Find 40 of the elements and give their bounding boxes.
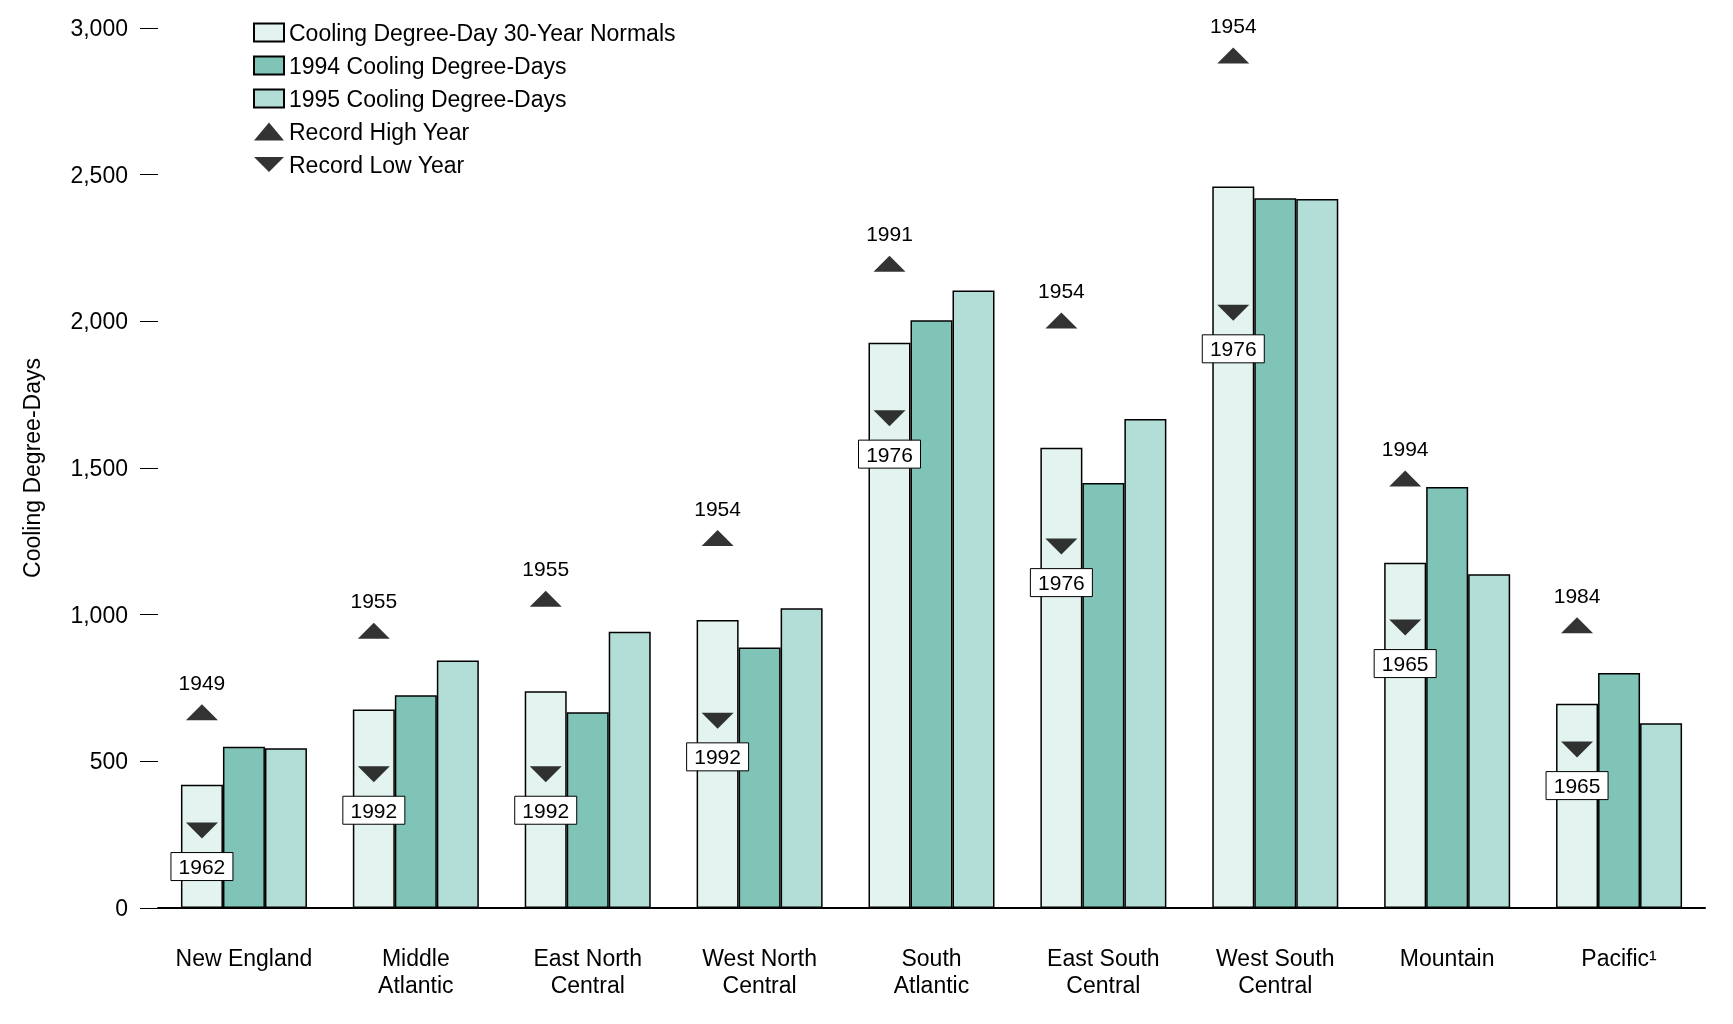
x-tick-label: South Atlantic [893, 944, 970, 998]
annotation: 1992 [350, 798, 398, 822]
x-tick-label: East South Central [1047, 944, 1160, 998]
x-tick-label: West North Central [702, 944, 817, 998]
legend-label: 1995 Cooling Degree-Days [289, 85, 567, 112]
x-tick-label: Middle Atlantic [378, 944, 454, 998]
y-tick-label: 0 [115, 895, 128, 921]
y-axis-title: Cooling Degree-Days [18, 358, 45, 578]
annotation: 1965 [1381, 652, 1429, 676]
annotation: 1954 [1038, 278, 1086, 302]
x-tick-label: East North Central [533, 944, 643, 998]
annotation: 1976 [866, 442, 913, 466]
legend-label: Record Low Year [289, 151, 465, 178]
x-tick-label: Pacific¹ [1581, 944, 1658, 971]
annotation: 1954 [1209, 14, 1257, 38]
annotation: 1976 [1038, 571, 1085, 595]
annotation: 1984 [1553, 583, 1601, 607]
y-tick-label: 2,000 [70, 308, 128, 335]
annotation: 1992 [694, 745, 741, 769]
annotation: 1991 [866, 222, 913, 246]
annotation: 1965 [1553, 774, 1601, 798]
x-tick-label: New England [175, 944, 313, 971]
y-tick-label: 2,500 [70, 161, 128, 188]
x-tick-label: West South Central [1216, 944, 1335, 998]
annotation: 1976 [1209, 337, 1257, 361]
legend-label: 1994 Cooling Degree-Days [289, 52, 567, 79]
annotation: 1962 [178, 855, 226, 879]
y-tick-label: 1,000 [70, 601, 128, 628]
annotation: 1955 [350, 589, 398, 613]
x-tick-label: Mountain [1399, 944, 1495, 971]
y-tick-label: 1,500 [70, 455, 128, 481]
legend-label: Record High Year [289, 118, 470, 145]
annotation: 1949 [178, 670, 226, 694]
y-tick-label: 500 [89, 748, 128, 775]
y-tick-label: 3,000 [70, 15, 128, 41]
annotation: 1994 [1381, 437, 1429, 461]
annotation: 1954 [694, 496, 742, 520]
legend-label: Cooling Degree-Day 30-Year Normals [289, 19, 676, 46]
annotation: 1955 [522, 557, 570, 581]
annotation: 1992 [522, 798, 570, 822]
